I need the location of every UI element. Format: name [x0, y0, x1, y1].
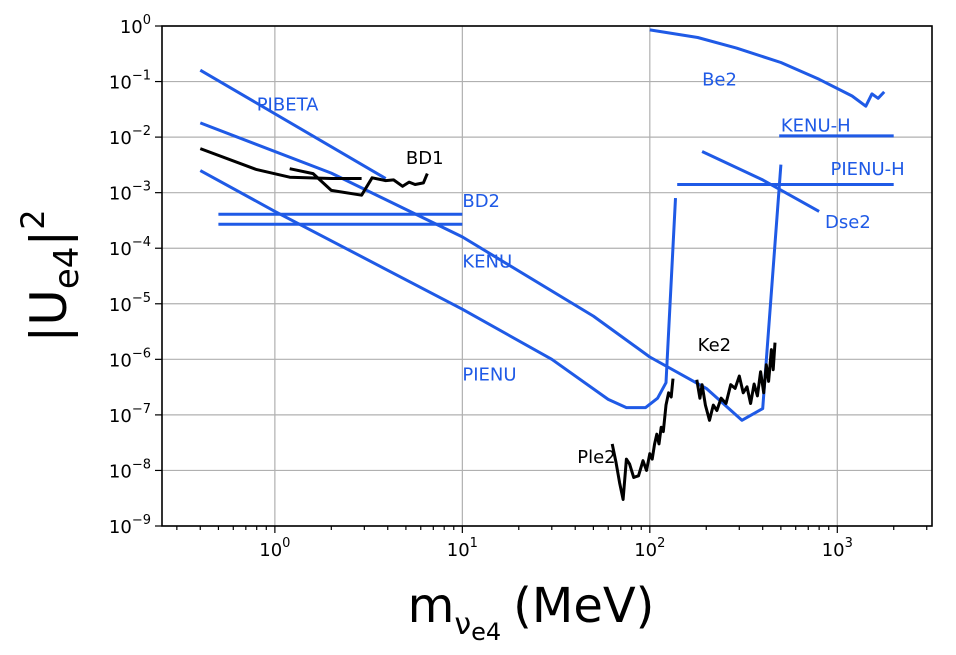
- y-tick-label: 10−9: [109, 513, 151, 538]
- series-line-ke2: [695, 342, 777, 422]
- plot-frame: [161, 25, 933, 527]
- series-layer: [199, 28, 894, 501]
- y-axis-title: |Ue4|2: [14, 209, 87, 342]
- series-label-dse2: Dse2: [825, 212, 871, 233]
- y-tick-label: 10−1: [109, 69, 151, 94]
- series-label-bd2-upper: BD2: [462, 191, 500, 212]
- x-axis-title: mνe4 (MeV): [408, 578, 655, 646]
- series-label-pibeta: PIBETA: [257, 95, 319, 116]
- y-tick-label: 100: [120, 13, 151, 38]
- series-labels: PIBETA KENU PIENU BD2 Be2 KENU-H PIENU-H Dse2 BD…: [257, 69, 905, 468]
- series-label-bd1-a: BD1: [406, 148, 444, 169]
- y-tick-label: 10−8: [109, 457, 151, 482]
- series-line-ple2: [610, 378, 675, 501]
- series-label-ke2: Ke2: [698, 335, 731, 356]
- x-tick-label: 103: [822, 536, 853, 561]
- series-label-pienu: PIENU: [462, 364, 516, 385]
- series-label-be2: Be2: [702, 69, 737, 90]
- series-line-kenu: [199, 121, 783, 422]
- series-label-ple2: Ple2: [577, 447, 615, 468]
- series-line-dse2: [701, 150, 820, 213]
- series-line-pienu: [199, 169, 677, 410]
- x-tick-label: 100: [259, 536, 290, 561]
- x-tick-label: 101: [447, 536, 478, 561]
- y-tick-label: 10−4: [109, 235, 151, 260]
- y-tick-label: 10−7: [109, 402, 151, 427]
- series-line-be2: [649, 28, 886, 108]
- axis-ticks: 100 101 102 103 10−9 10−8 10−7 10−6 10−5 10−4 10−3…: [109, 13, 928, 561]
- series-label-pienu-h: PIENU-H: [831, 159, 905, 180]
- series-label-kenu: KENU: [462, 251, 512, 272]
- y-tick-label: 10−3: [109, 180, 151, 205]
- series-line-bd1-a: [199, 147, 362, 180]
- series-line-pibeta: [199, 68, 387, 180]
- y-tick-label: 10−6: [109, 346, 151, 371]
- series-label-kenu-h: KENU-H: [781, 116, 851, 137]
- series-line-bd1-b: [289, 167, 429, 197]
- y-tick-label: 10−2: [109, 124, 151, 149]
- y-tick-label: 10−5: [109, 291, 151, 316]
- x-tick-label: 102: [634, 536, 665, 561]
